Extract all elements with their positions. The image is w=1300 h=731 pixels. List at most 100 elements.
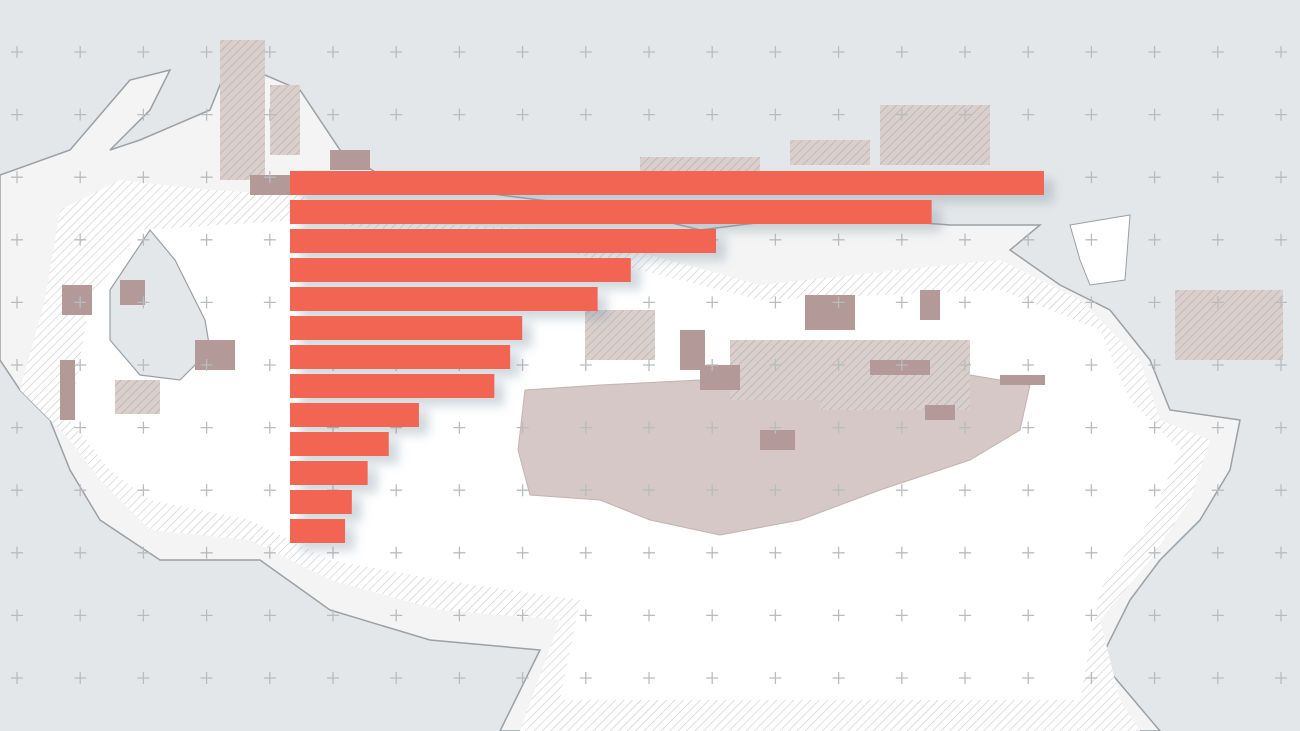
cross xyxy=(959,359,971,371)
cross xyxy=(390,609,403,622)
cross xyxy=(895,108,908,121)
cross xyxy=(1211,171,1224,184)
bar xyxy=(290,490,352,514)
cross xyxy=(516,546,529,559)
cross xyxy=(895,296,908,309)
cross xyxy=(832,46,845,58)
cross xyxy=(832,609,845,622)
cross xyxy=(74,546,87,559)
bar xyxy=(290,432,389,456)
cross xyxy=(327,609,339,622)
cross xyxy=(390,546,403,559)
cross xyxy=(643,609,655,622)
cross xyxy=(74,609,87,622)
cross xyxy=(1211,359,1224,371)
cross xyxy=(1275,46,1287,58)
cross xyxy=(327,546,339,559)
cross xyxy=(327,108,339,121)
cross xyxy=(11,421,23,434)
cross xyxy=(769,484,782,497)
cross xyxy=(1022,233,1035,246)
cross xyxy=(11,609,23,622)
cross xyxy=(579,46,592,58)
cross xyxy=(453,108,466,121)
cross xyxy=(137,421,150,434)
cross xyxy=(643,546,655,559)
cross xyxy=(1085,546,1098,559)
cross xyxy=(11,108,23,121)
cross xyxy=(832,296,845,309)
cross xyxy=(200,171,213,184)
cross xyxy=(1022,484,1035,497)
cross xyxy=(1022,609,1035,622)
cross xyxy=(832,546,845,559)
cross xyxy=(832,233,845,246)
cross xyxy=(769,609,782,622)
cross xyxy=(769,108,782,121)
cross xyxy=(1022,672,1035,684)
cross xyxy=(1211,546,1224,559)
cross xyxy=(137,359,150,371)
cross xyxy=(263,609,276,622)
cross xyxy=(895,359,908,371)
cross xyxy=(1211,296,1224,309)
dark-blocks xyxy=(60,150,1045,450)
cross xyxy=(263,546,276,559)
cross xyxy=(390,672,403,684)
cross xyxy=(706,359,719,371)
cross xyxy=(516,359,529,371)
cross xyxy=(11,171,23,184)
cross xyxy=(579,359,592,371)
cross xyxy=(706,672,719,684)
cross xyxy=(137,171,150,184)
cross xyxy=(1148,46,1161,58)
cross xyxy=(263,233,276,246)
cross xyxy=(1275,421,1287,434)
cross xyxy=(1085,484,1098,497)
cross xyxy=(579,672,592,684)
cross xyxy=(263,484,276,497)
cross xyxy=(1148,359,1161,371)
cross xyxy=(1148,546,1161,559)
cross xyxy=(1085,609,1098,622)
cross xyxy=(453,484,466,497)
cross xyxy=(959,609,971,622)
cross xyxy=(1085,296,1098,309)
cross xyxy=(453,546,466,559)
cross xyxy=(959,108,971,121)
cross xyxy=(643,46,655,58)
cross xyxy=(11,46,23,58)
bar xyxy=(290,229,717,253)
bar xyxy=(290,200,932,224)
cross xyxy=(1022,359,1035,371)
cross xyxy=(74,233,87,246)
cross xyxy=(516,484,529,497)
cross xyxy=(74,672,87,684)
cross xyxy=(74,359,87,371)
bar xyxy=(290,258,631,282)
bar xyxy=(290,461,368,485)
cross xyxy=(959,46,971,58)
cross xyxy=(1148,171,1161,184)
cross xyxy=(1275,359,1287,371)
bar xyxy=(290,374,495,398)
cross xyxy=(137,672,150,684)
cross xyxy=(959,546,971,559)
cross xyxy=(200,546,213,559)
cross xyxy=(200,672,213,684)
cross xyxy=(832,359,845,371)
cross xyxy=(959,421,971,434)
cross xyxy=(1275,233,1287,246)
cross xyxy=(959,672,971,684)
cross xyxy=(1148,672,1161,684)
cross xyxy=(1275,484,1287,497)
cross xyxy=(516,609,529,622)
cross xyxy=(390,108,403,121)
cross xyxy=(74,296,87,309)
cross xyxy=(1211,484,1224,497)
cross xyxy=(769,546,782,559)
cross xyxy=(895,233,908,246)
cross xyxy=(1148,296,1161,309)
